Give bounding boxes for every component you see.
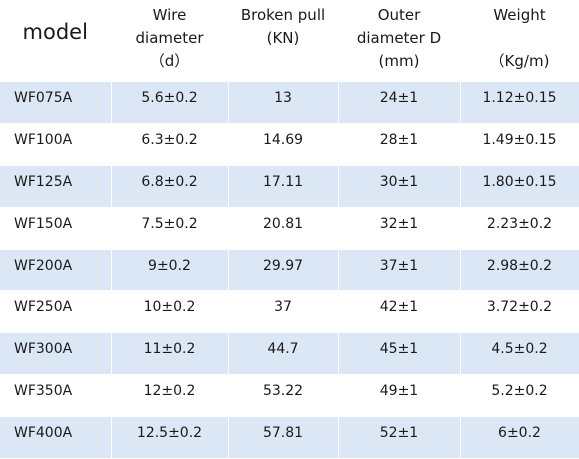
cell-wire-diameter: 5.6±0.2 <box>111 82 229 125</box>
header-weight-line-1: Weight <box>493 6 546 24</box>
table-row: WF125A 6.8±0.2 17.11 30±1 1.80±0.15 <box>0 165 579 208</box>
header-wire-line-3: （d） <box>149 52 190 70</box>
cell-model: WF125A <box>0 165 112 208</box>
table-row: WF350A 12±0.2 53.22 49±1 5.2±0.2 <box>0 374 579 417</box>
cell-outer-diameter: 32±1 <box>338 207 461 250</box>
cell-wire-diameter: 11±0.2 <box>111 332 229 376</box>
header-wire-line-1: Wire <box>152 6 187 24</box>
cell-outer-diameter: 28±1 <box>338 123 461 167</box>
cell-wire-diameter: 12.5±0.2 <box>111 416 229 459</box>
table-header: model Wire diameter （d） Broken pull (KN)… <box>0 0 579 82</box>
cell-wire-diameter: 6.8±0.2 <box>111 165 229 208</box>
cell-model: WF350A <box>0 374 112 417</box>
cell-wire-diameter: 7.5±0.2 <box>111 207 229 250</box>
header-wire-diameter: Wire diameter （d） <box>111 0 229 82</box>
cell-outer-diameter: 52±1 <box>338 416 461 459</box>
cell-broken-pull: 17.11 <box>228 165 339 208</box>
cell-weight: 1.12±0.15 <box>460 82 579 125</box>
header-outer-line-2: diameter D <box>356 29 442 47</box>
cell-weight: 1.49±0.15 <box>460 123 579 167</box>
header-outer-line-1: Outer <box>377 6 421 24</box>
cell-outer-diameter: 30±1 <box>338 165 461 208</box>
header-model: model <box>0 0 112 82</box>
table-body: WF075A 5.6±0.2 13 24±1 1.12±0.15 WF100A 6.3±0.… <box>0 82 579 459</box>
cell-wire-diameter: 9±0.2 <box>111 249 229 292</box>
cell-broken-pull: 13 <box>228 82 339 125</box>
cell-weight: 3.72±0.2 <box>460 290 579 334</box>
header-broken-pull: Broken pull (KN) <box>228 0 339 82</box>
cell-outer-diameter: 42±1 <box>338 290 461 334</box>
cell-broken-pull: 53.22 <box>228 374 339 417</box>
cell-weight: 5.2±0.2 <box>460 374 579 417</box>
cell-outer-diameter: 24±1 <box>338 82 461 125</box>
cell-wire-diameter: 12±0.2 <box>111 374 229 417</box>
cell-weight: 2.98±0.2 <box>460 249 579 292</box>
cell-model: WF150A <box>0 207 112 250</box>
cell-model: WF400A <box>0 416 112 459</box>
table-row: WF100A 6.3±0.2 14.69 28±1 1.49±0.15 <box>0 123 579 167</box>
cell-model: WF300A <box>0 332 112 376</box>
cell-broken-pull: 20.81 <box>228 207 339 250</box>
header-row: model Wire diameter （d） Broken pull (KN)… <box>0 0 579 82</box>
cell-outer-diameter: 37±1 <box>338 249 461 292</box>
cell-broken-pull: 37 <box>228 290 339 334</box>
header-outer-line-3: (mm) <box>378 52 420 70</box>
table-row: WF250A 10±0.2 37 42±1 3.72±0.2 <box>0 290 579 334</box>
cell-outer-diameter: 49±1 <box>338 374 461 417</box>
cell-broken-pull: 57.81 <box>228 416 339 459</box>
table-row: WF300A 11±0.2 44.7 45±1 4.5±0.2 <box>0 332 579 376</box>
header-outer-diameter: Outer diameter D (mm) <box>338 0 461 82</box>
cell-weight: 4.5±0.2 <box>460 332 579 376</box>
cell-outer-diameter: 45±1 <box>338 332 461 376</box>
cell-weight: 6±0.2 <box>460 416 579 459</box>
cell-weight: 2.23±0.2 <box>460 207 579 250</box>
header-pull-line-1: Broken pull <box>240 6 326 24</box>
table-row: WF200A 9±0.2 29.97 37±1 2.98±0.2 <box>0 249 579 292</box>
cell-weight: 1.80±0.15 <box>460 165 579 208</box>
cell-model: WF200A <box>0 249 112 292</box>
cell-wire-diameter: 6.3±0.2 <box>111 123 229 167</box>
header-weight-line-3: （Kg/m) <box>489 52 550 70</box>
header-wire-line-2: diameter <box>135 29 204 47</box>
cell-model: WF075A <box>0 82 112 125</box>
cell-model: WF100A <box>0 123 112 167</box>
header-weight-spacer <box>463 27 577 50</box>
table-row: WF075A 5.6±0.2 13 24±1 1.12±0.15 <box>0 82 579 125</box>
cell-broken-pull: 29.97 <box>228 249 339 292</box>
header-pull-line-2: (KN) <box>266 29 300 47</box>
table-row: WF150A 7.5±0.2 20.81 32±1 2.23±0.2 <box>0 207 579 250</box>
header-weight: Weight （Kg/m) <box>460 0 579 82</box>
table-row: WF400A 12.5±0.2 57.81 52±1 6±0.2 <box>0 416 579 459</box>
cell-wire-diameter: 10±0.2 <box>111 290 229 334</box>
cell-broken-pull: 44.7 <box>228 332 339 376</box>
cell-broken-pull: 14.69 <box>228 123 339 167</box>
cell-model: WF250A <box>0 290 112 334</box>
